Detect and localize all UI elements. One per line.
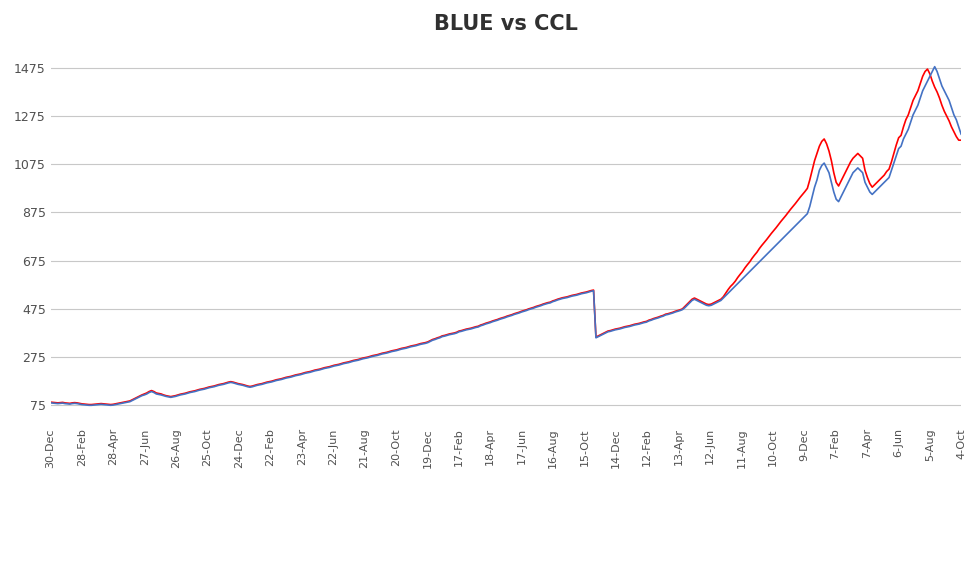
- BLUE: [956, 131, 967, 138]
- BLUE: [588, 288, 600, 295]
- CCL: [921, 65, 933, 72]
- CCL: [45, 399, 57, 406]
- BLUE: [744, 268, 756, 275]
- BLUE: [722, 290, 734, 297]
- CCL: [588, 286, 600, 293]
- BLUE: [45, 399, 57, 406]
- BLUE: [83, 402, 95, 409]
- BLUE: [211, 382, 222, 389]
- BLUE: [929, 63, 941, 70]
- CCL: [453, 328, 465, 335]
- CCL: [549, 297, 561, 304]
- Title: BLUE vs CCL: BLUE vs CCL: [434, 14, 578, 34]
- BLUE: [549, 298, 561, 305]
- CCL: [722, 286, 734, 293]
- Line: BLUE: BLUE: [51, 66, 961, 405]
- Line: CCL: CCL: [51, 69, 961, 405]
- BLUE: [453, 328, 465, 335]
- CCL: [956, 136, 967, 143]
- CCL: [83, 401, 95, 408]
- CCL: [211, 382, 222, 389]
- CCL: [744, 258, 756, 265]
